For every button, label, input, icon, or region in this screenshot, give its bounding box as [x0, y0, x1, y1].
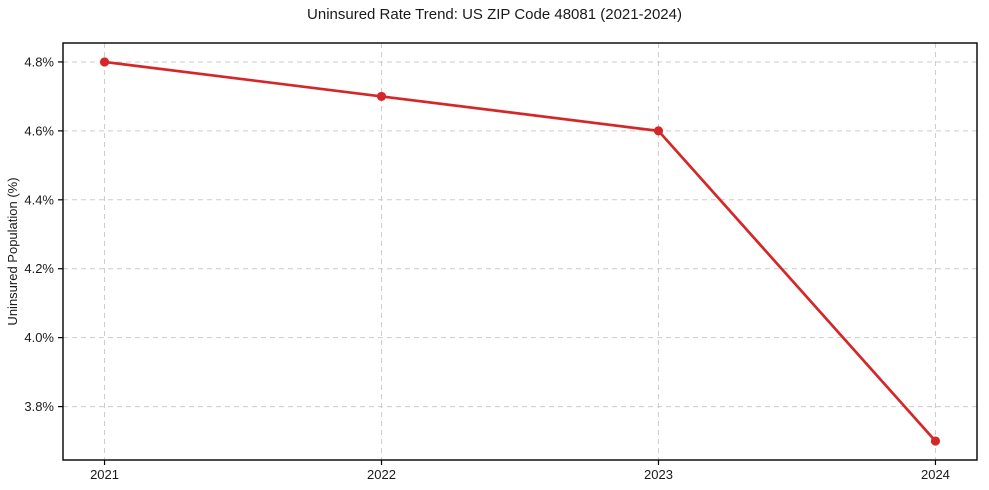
y-tick-label: 3.8%: [24, 399, 54, 414]
y-tick-label: 4.0%: [24, 330, 54, 345]
data-point: [99, 57, 110, 67]
y-tick-label: 4.8%: [24, 54, 54, 69]
data-point: [376, 91, 387, 102]
x-tick-label: 2024: [921, 467, 950, 482]
y-tick-label: 4.4%: [24, 192, 54, 207]
y-tick-label: 4.2%: [24, 261, 54, 276]
y-axis-label: Uninsured Population (%): [5, 177, 20, 325]
trend-line: [103, 60, 937, 443]
data-point: [653, 126, 664, 136]
x-tick-label: 2021: [90, 467, 119, 482]
plot-border: [62, 42, 978, 461]
data-point: [930, 436, 941, 446]
chart-title: Uninsured Rate Trend: US ZIP Code 48081 …: [307, 6, 682, 23]
x-tick-label: 2022: [367, 467, 396, 482]
x-tick-label: 2023: [644, 467, 673, 482]
y-tick-label: 4.6%: [24, 123, 54, 138]
